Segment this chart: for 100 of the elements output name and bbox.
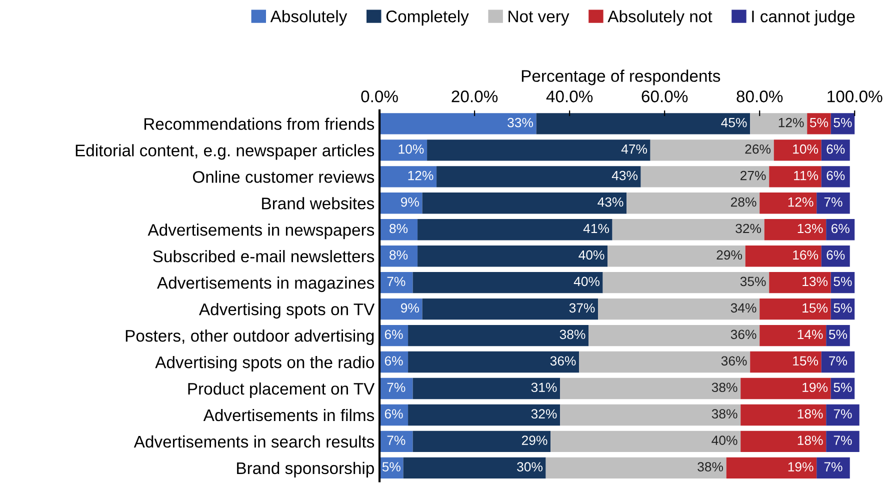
bar [726, 457, 817, 479]
data-label: 40% [712, 436, 738, 446]
data-label: 47% [621, 144, 648, 154]
data-label: 7% [834, 409, 852, 418]
bar [750, 113, 808, 134]
y-tick-label: Advertising spots on the radio [155, 356, 374, 372]
data-label: 35% [740, 276, 766, 286]
bar [760, 298, 831, 320]
data-label: 10% [398, 144, 424, 154]
data-label: 7% [824, 197, 842, 207]
data-label: 6% [826, 250, 845, 260]
legend-label: Absolutely not [608, 10, 712, 26]
data-label: 11% [794, 170, 818, 180]
y-tick-label: Subscribed e-mail newsletters [153, 250, 374, 262]
bar [816, 457, 850, 479]
data-label: 41% [583, 224, 609, 234]
bar [412, 430, 551, 452]
data-label: 43% [612, 170, 638, 180]
bar [821, 140, 850, 161]
x-tick-label: 0.0% [361, 90, 398, 102]
y-tick-label: Recommendations from friends [144, 118, 374, 130]
data-label: 33% [508, 118, 533, 128]
data-label: 5% [834, 382, 852, 392]
data-label: 37% [569, 303, 595, 313]
bar [764, 219, 826, 240]
data-label: 36% [721, 356, 747, 366]
data-label: 6% [832, 224, 850, 234]
bar [560, 378, 741, 400]
bar [380, 430, 413, 452]
y-tick-label: Editorial content, e.g. newspaper articles [76, 144, 374, 160]
x-tick-label: 60.0% [642, 90, 688, 102]
bar [745, 246, 822, 267]
y-tick-label: Online customer reviews [192, 170, 374, 183]
data-label: 9% [400, 303, 419, 313]
data-label: 7% [834, 436, 852, 445]
bar [579, 351, 750, 373]
bar [560, 404, 741, 426]
bar [750, 351, 822, 373]
data-label: 36% [730, 330, 756, 340]
data-label: 7% [829, 356, 848, 366]
legend-label: Not very [508, 10, 570, 26]
bar [816, 192, 850, 214]
data-label: 45% [721, 118, 747, 128]
y-tick-label: Advertisements in films [203, 408, 374, 422]
bar [536, 113, 750, 134]
bar [380, 113, 536, 134]
bar [408, 324, 589, 346]
bar [380, 140, 428, 161]
data-label: 29% [716, 250, 742, 260]
data-label: 18% [798, 436, 823, 446]
data-label: 6% [826, 144, 845, 154]
data-label: 5% [828, 330, 848, 340]
data-label: 32% [531, 409, 557, 419]
bar [588, 324, 760, 346]
bar [826, 404, 860, 426]
bar [436, 166, 641, 188]
data-label: 8% [390, 250, 408, 260]
bar [412, 378, 560, 400]
data-label: 7% [387, 382, 406, 392]
bar [598, 298, 760, 320]
y-tick-label: Product placement on TV [188, 382, 375, 398]
data-label: 5% [834, 303, 852, 313]
bar [602, 272, 770, 294]
data-label: 29% [522, 436, 548, 446]
data-label: 12% [408, 170, 434, 180]
data-label: 31% [531, 382, 557, 392]
bar [380, 166, 437, 188]
data-label: 6% [826, 170, 845, 180]
data-label: 15% [802, 303, 828, 313]
bar [821, 351, 855, 373]
y-tick-label: Brand sponsorship [237, 462, 374, 478]
data-label: 13% [802, 276, 828, 286]
bar [740, 430, 826, 452]
x-axis-title: Percentage of respondents [522, 70, 720, 86]
data-label: 5% [834, 118, 852, 128]
y-tick-label: Brand websites [262, 197, 374, 210]
bar [760, 192, 817, 214]
bar [380, 192, 422, 214]
bar [418, 219, 612, 240]
bar [412, 272, 603, 294]
data-label: 34% [730, 303, 756, 313]
data-label: 19% [788, 462, 814, 472]
bar [769, 272, 831, 294]
legend-label: Completely [386, 10, 469, 26]
y-tick-label: Advertisements in newspapers [148, 224, 374, 240]
data-label: 38% [698, 462, 724, 472]
data-label: 16% [793, 250, 818, 260]
data-label: 40% [578, 250, 604, 260]
bar [650, 140, 774, 161]
bar [380, 378, 413, 400]
data-label: 27% [740, 170, 766, 180]
bar [640, 166, 770, 188]
bar [380, 298, 422, 320]
bar [550, 430, 741, 452]
data-label: 13% [798, 224, 823, 234]
y-tick-label: Advertisements in search results [134, 435, 374, 448]
data-label: 43% [598, 197, 624, 207]
y-tick-label: Advertisements in magazines [157, 276, 374, 292]
bar [740, 378, 831, 400]
x-tick-label: 40.0% [546, 90, 593, 102]
